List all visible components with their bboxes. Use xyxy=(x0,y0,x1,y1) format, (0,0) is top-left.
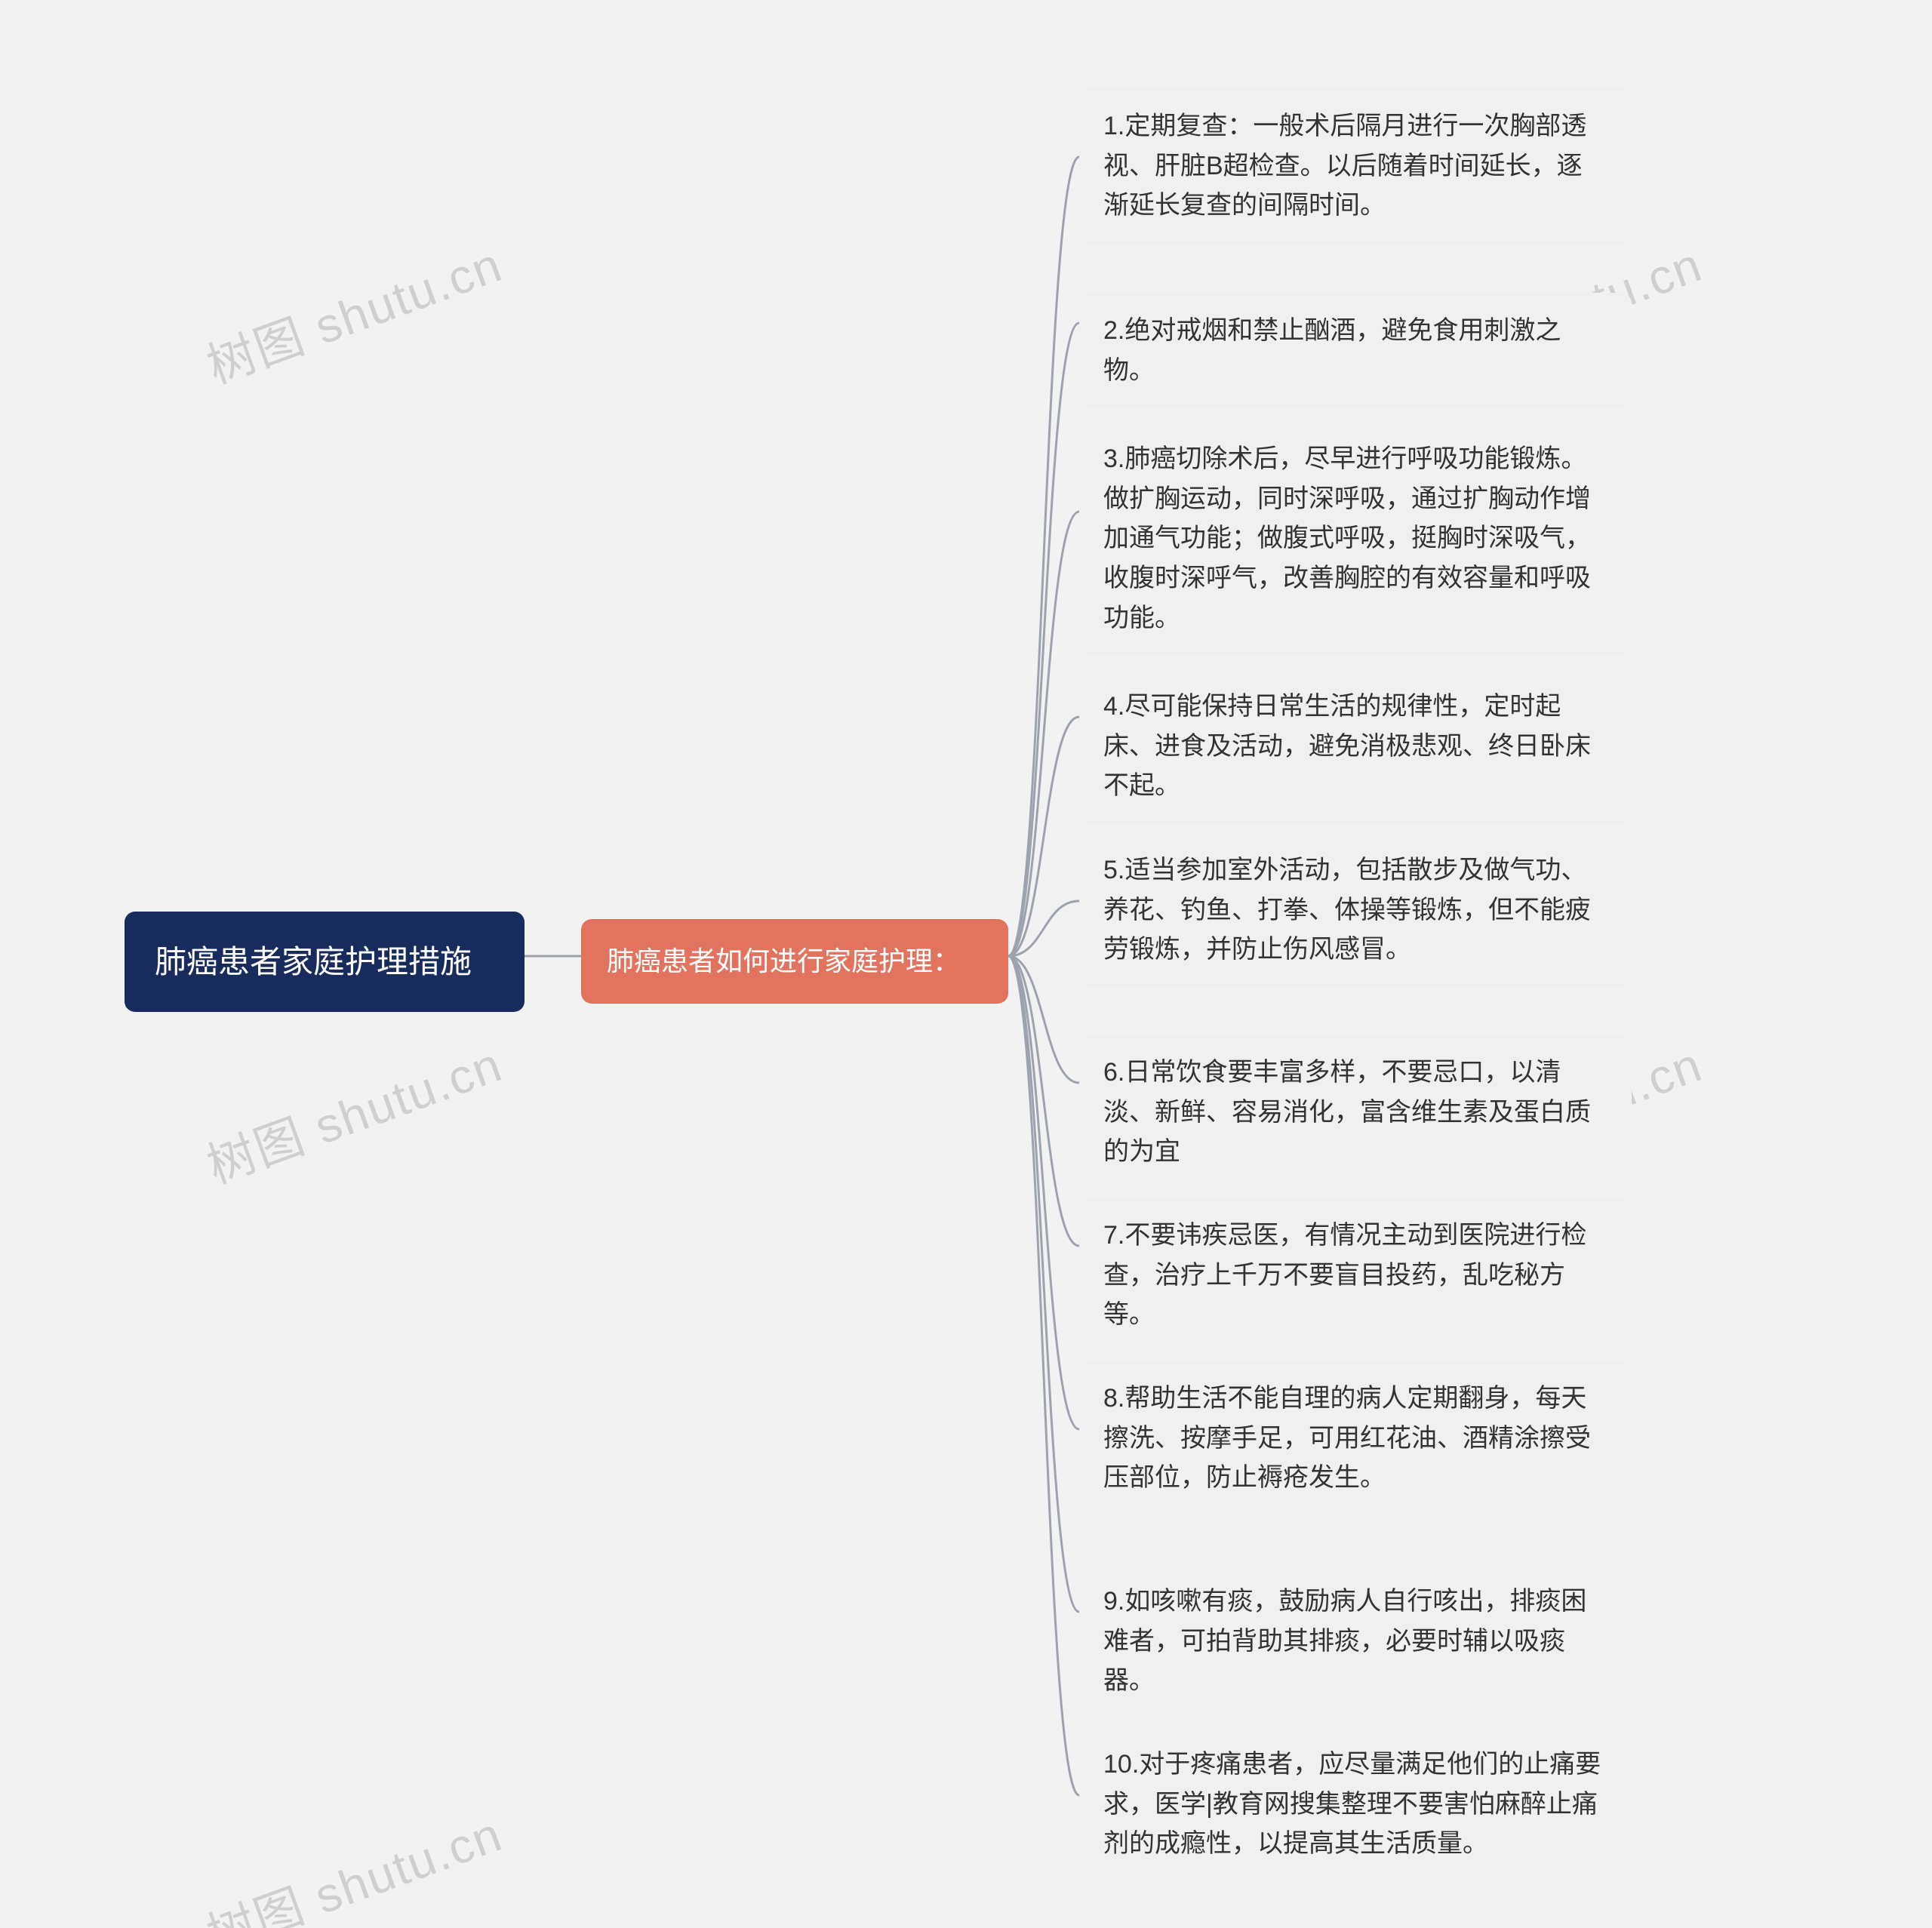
leaf-text: 6.日常饮食要丰富多样，不要忌口，以清淡、新鲜、容易消化，富含维生素及蛋白质的为… xyxy=(1103,1058,1591,1166)
leaf-node[interactable]: 1.定期复查：一般术后隔月进行一次胸部透视、肝脏B超检查。以后随着时间延长，逐渐… xyxy=(1079,88,1632,244)
leaf-text: 8.帮助生活不能自理的病人定期翻身，每天擦洗、按摩手足，可用红花油、酒精涂擦受压… xyxy=(1103,1384,1591,1492)
leaf-node[interactable]: 10.对于疼痛患者，应尽量满足他们的止痛要求，医学|教育网搜集整理不要害怕麻醉止… xyxy=(1079,1727,1632,1882)
root-label: 肺癌患者家庭护理措施 xyxy=(155,944,472,979)
leaf-text: 4.尽可能保持日常生活的规律性，定时起床、进食及活动，避免消极悲观、终日卧床不起… xyxy=(1103,692,1591,800)
leaf-node[interactable]: 9.如咳嗽有痰，鼓励病人自行咳出，排痰困难者，可拍背助其排痰，必要时辅以吸痰器。 xyxy=(1079,1564,1632,1719)
leaf-text: 7.不要讳疾忌医，有情况主动到医院进行检查，治疗上千万不要盲目投药，乱吃秘方等。 xyxy=(1103,1221,1586,1329)
leaf-node[interactable]: 2.绝对戒烟和禁止酗酒，避免食用刺激之物。 xyxy=(1079,293,1632,408)
leaf-text: 1.定期复查：一般术后隔月进行一次胸部透视、肝脏B超检查。以后随着时间延长，逐渐… xyxy=(1103,112,1586,220)
watermark: 树图 shutu.cn xyxy=(196,1796,510,1928)
leaf-node[interactable]: 3.肺癌切除术后，尽早进行呼吸功能锻炼。做扩胸运动，同时深呼吸，通过扩胸动作增加… xyxy=(1079,421,1632,656)
mindmap-canvas: 树图 shutu.cn 树图 shutu.cn 树图 shutu.cn 树图 s… xyxy=(0,0,1932,1928)
mid-node[interactable]: 肺癌患者如何进行家庭护理： xyxy=(581,919,1008,1004)
watermark: 树图 shutu.cn xyxy=(196,1026,510,1198)
leaf-text: 3.肺癌切除术后，尽早进行呼吸功能锻炼。做扩胸运动，同时深呼吸，通过扩胸动作增加… xyxy=(1103,444,1591,632)
leaf-node[interactable]: 6.日常饮食要丰富多样，不要忌口，以清淡、新鲜、容易消化，富含维生素及蛋白质的为… xyxy=(1079,1035,1632,1190)
mid-label: 肺癌患者如何进行家庭护理： xyxy=(607,946,960,976)
leaf-node[interactable]: 5.适当参加室外活动，包括散步及做气功、养花、钓鱼、打拳、体操等锻炼，但不能疲劳… xyxy=(1079,832,1632,988)
root-node[interactable]: 肺癌患者家庭护理措施 xyxy=(125,912,525,1012)
leaf-node[interactable]: 7.不要讳疾忌医，有情况主动到医院进行检查，治疗上千万不要盲目投药，乱吃秘方等。 xyxy=(1079,1198,1632,1353)
leaf-text: 5.适当参加室外活动，包括散步及做气功、养花、钓鱼、打拳、体操等锻炼，但不能疲劳… xyxy=(1103,856,1591,964)
watermark: 树图 shutu.cn xyxy=(196,226,510,398)
leaf-text: 9.如咳嗽有痰，鼓励病人自行咳出，排痰困难者，可拍背助其排痰，必要时辅以吸痰器。 xyxy=(1103,1587,1586,1695)
leaf-node[interactable]: 4.尽可能保持日常生活的规律性，定时起床、进食及活动，避免消极悲观、终日卧床不起… xyxy=(1079,669,1632,824)
leaf-node[interactable]: 8.帮助生活不能自理的病人定期翻身，每天擦洗、按摩手足，可用红花油、酒精涂擦受压… xyxy=(1079,1361,1632,1516)
leaf-text: 10.对于疼痛患者，应尽量满足他们的止痛要求，医学|教育网搜集整理不要害怕麻醉止… xyxy=(1103,1750,1601,1858)
leaf-text: 2.绝对戒烟和禁止酗酒，避免食用刺激之物。 xyxy=(1103,316,1561,385)
